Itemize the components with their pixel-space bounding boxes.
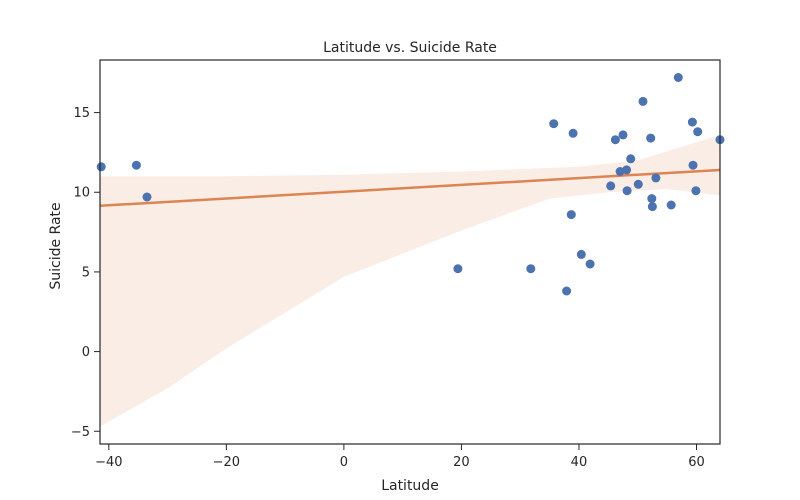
y-tick-label: 15	[73, 106, 90, 121]
y-axis-label: Suicide Rate	[48, 202, 64, 289]
data-point	[566, 210, 576, 220]
confidence-band-layer	[100, 134, 720, 427]
data-point	[651, 173, 661, 183]
data-point	[626, 154, 636, 164]
chart-title: Latitude vs. Suicide Rate	[323, 40, 497, 56]
data-point	[693, 127, 703, 137]
x-tick-label: −40	[95, 455, 122, 470]
data-point	[666, 200, 676, 210]
y-tick-label: 10	[73, 186, 90, 201]
y-axis-ticks: −5 0 5 10 15	[71, 106, 100, 440]
data-point	[96, 162, 106, 172]
data-point	[646, 133, 656, 143]
regression-line	[99, 168, 721, 208]
data-point	[638, 96, 648, 106]
regression-line-layer	[99, 168, 721, 208]
confidence-band	[100, 134, 720, 427]
data-point	[610, 135, 620, 145]
data-point	[673, 73, 683, 82]
x-tick-label: 40	[571, 455, 588, 470]
data-point	[691, 186, 701, 196]
data-point	[647, 194, 657, 204]
data-point	[647, 202, 657, 212]
data-point	[633, 179, 643, 189]
data-point	[688, 160, 698, 170]
data-point	[622, 165, 632, 175]
y-tick-label: 5	[82, 265, 90, 280]
data-point	[568, 128, 578, 138]
data-point	[618, 130, 628, 140]
data-point	[622, 186, 632, 196]
y-tick-label: 0	[82, 345, 90, 360]
data-point	[585, 259, 595, 269]
x-tick-label: 0	[340, 455, 348, 470]
data-points-layer	[96, 73, 725, 296]
x-axis-ticks: −40 −20 0 20 40 60	[95, 444, 705, 470]
data-point	[576, 249, 586, 259]
x-axis-label: Latitude	[381, 478, 439, 494]
x-tick-label: −20	[213, 455, 240, 470]
plot-frame	[99, 59, 721, 445]
data-point	[687, 117, 697, 127]
x-tick-label: 20	[453, 455, 470, 470]
data-point	[562, 286, 572, 296]
data-point	[142, 192, 152, 202]
data-point	[606, 181, 616, 191]
data-point	[131, 160, 141, 170]
data-point	[549, 119, 559, 129]
data-point	[526, 264, 536, 274]
x-tick-label: 60	[688, 455, 705, 470]
y-tick-label: −5	[71, 425, 90, 440]
data-point	[453, 264, 463, 274]
